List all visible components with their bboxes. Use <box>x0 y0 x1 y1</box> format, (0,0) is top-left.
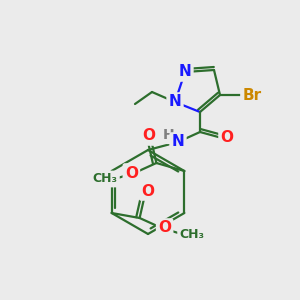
Text: H: H <box>163 128 175 142</box>
Text: O: O <box>142 128 155 143</box>
Text: O: O <box>220 130 233 146</box>
Text: O: O <box>141 184 154 199</box>
Text: N: N <box>178 64 191 80</box>
Text: N: N <box>172 134 184 149</box>
Text: O: O <box>125 166 138 181</box>
Text: Br: Br <box>242 88 262 103</box>
Text: N: N <box>169 94 182 110</box>
Text: O: O <box>158 220 171 236</box>
Text: CH₃: CH₃ <box>93 172 118 185</box>
Text: CH₃: CH₃ <box>179 227 204 241</box>
